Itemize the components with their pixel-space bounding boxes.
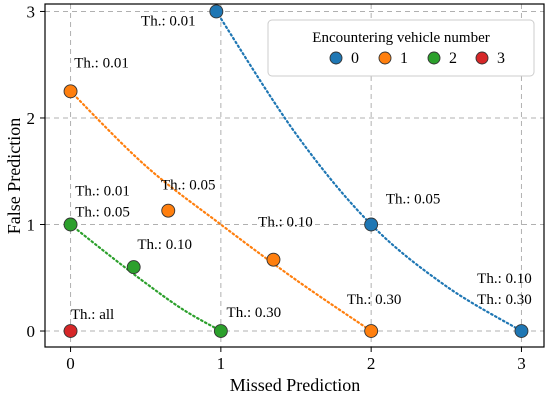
series-1-point	[161, 203, 176, 218]
legend-label-2: 2	[449, 50, 457, 67]
legend-box	[267, 19, 535, 77]
series-0-point	[209, 4, 224, 19]
legend-label-0: 0	[351, 50, 359, 67]
series-1-point	[266, 252, 281, 267]
legend-marker-3	[475, 51, 489, 65]
y-tick-label: 3	[27, 2, 36, 21]
series-2-point	[213, 324, 228, 338]
series-0-point	[514, 324, 529, 338]
x-axis-label: Missed Prediction	[230, 375, 361, 395]
y-axis-label: False Prediction	[4, 118, 24, 234]
series-0-point-label: Th.: 0.10 Th.: 0.30	[477, 271, 532, 308]
series-0-point-label: Th.: 0.01	[141, 13, 196, 29]
y-tick-label: 0	[27, 322, 36, 341]
legend-label-1: 1	[400, 50, 408, 67]
series-1-point	[364, 324, 379, 338]
series-1-point-label: Th.: 0.05	[161, 178, 216, 194]
series-0-point	[364, 217, 379, 232]
legend-marker-1	[378, 51, 392, 65]
series-0-fit-curve	[215, 10, 523, 333]
fit-curves	[69, 10, 523, 333]
x-tick-label: 2	[367, 354, 376, 373]
series-3-point	[63, 324, 78, 338]
axis-ticks: 0 1 2 3 0 1 2 3	[27, 2, 526, 373]
series-2-fit-curve	[69, 223, 222, 333]
legend-marker-0	[329, 51, 343, 65]
x-tick-label: 3	[517, 354, 526, 373]
legend-label-3: 3	[497, 50, 505, 67]
x-tick-label: 0	[66, 354, 75, 373]
series-1-point-label: Th.: 0.30	[347, 292, 402, 308]
legend-marker-2	[427, 51, 441, 65]
series-2-point	[126, 260, 141, 275]
series-2-point	[63, 217, 78, 232]
series-2-point-label: Th.: 0.01 Th.: 0.05	[75, 184, 130, 221]
plot-frame	[44, 3, 545, 348]
legend-title: Encountering vehicle number	[312, 30, 489, 46]
series-0-point-label: Th.: 0.05	[386, 192, 441, 208]
series-3-point-label: Th.: all	[71, 307, 114, 323]
series-1-point	[63, 84, 78, 99]
series-2-point-label: Th.: 0.30	[227, 305, 282, 321]
x-tick-label: 1	[217, 354, 226, 373]
series-1-fit-curve	[69, 90, 373, 333]
series-1-point-label: Th.: 0.01	[74, 55, 129, 71]
y-tick-label: 1	[27, 216, 36, 235]
y-tick-label: 2	[27, 109, 36, 128]
legend: Encountering vehicle number 0 1 2 3	[267, 19, 535, 77]
series-1-point-label: Th.: 0.10	[258, 215, 313, 231]
series-2-point-label: Th.: 0.10	[137, 237, 192, 253]
data-points	[63, 4, 529, 338]
